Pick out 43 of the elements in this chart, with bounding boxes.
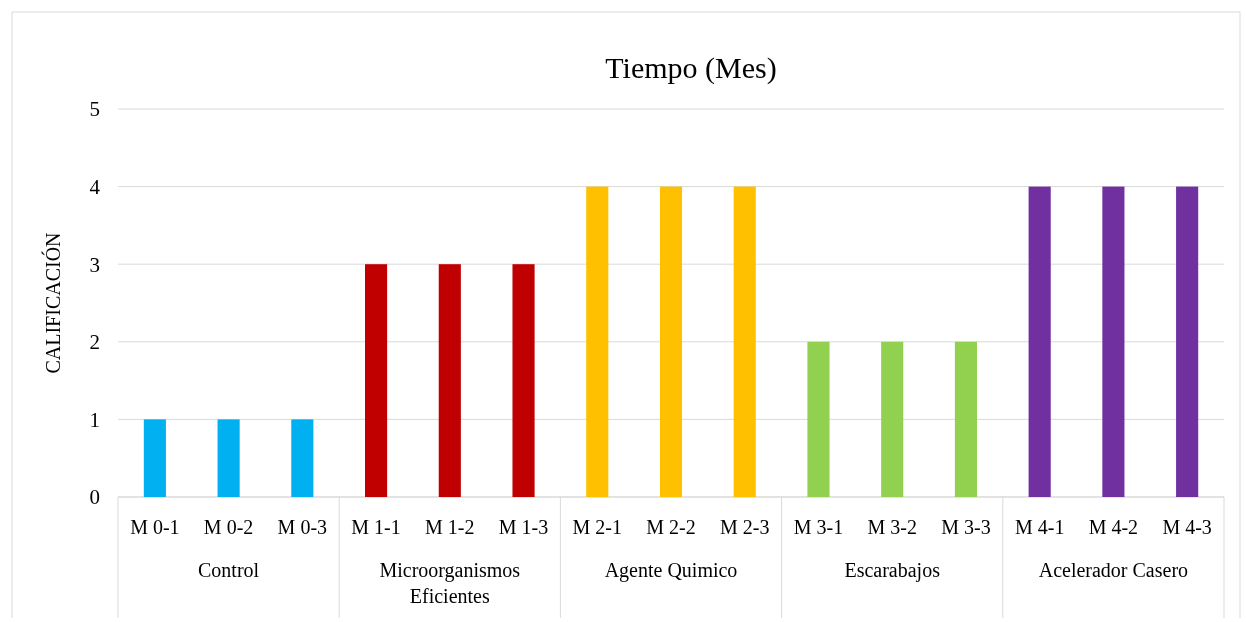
x-tick-label: M 2-3 xyxy=(720,516,770,538)
x-tick-label: M 3-1 xyxy=(793,516,844,538)
bar xyxy=(1102,186,1125,497)
bar xyxy=(881,341,904,497)
bar xyxy=(1028,186,1051,497)
x-tick-label: M 2-2 xyxy=(646,516,696,538)
text: Microorganismos Eficientes xyxy=(379,559,521,607)
text: Control xyxy=(198,559,260,581)
bar xyxy=(291,419,314,497)
bar xyxy=(143,419,166,497)
bar xyxy=(365,264,388,497)
text: Acelerador Casero xyxy=(1038,559,1189,581)
x-tick-label: M 1-3 xyxy=(498,516,549,538)
text: Agente Quimico xyxy=(604,559,738,582)
text: Escarabajos xyxy=(844,559,941,582)
x-tick-label: M 3-2 xyxy=(867,516,917,538)
x-tick-label: M 1-1 xyxy=(351,516,401,538)
bar xyxy=(807,341,830,497)
y-tick-label: 4 xyxy=(89,174,101,199)
bar xyxy=(659,186,683,497)
x-tick-label: M 0-2 xyxy=(203,516,254,538)
x-tick-label: M 0-3 xyxy=(277,516,328,538)
x-tick-label: M 4-1 xyxy=(1014,516,1065,538)
x-tick-label: M 4-3 xyxy=(1162,516,1212,538)
y-tick-label: 3 xyxy=(89,252,100,277)
y-tick-label: 0 xyxy=(89,485,100,510)
bar xyxy=(438,264,461,497)
bar xyxy=(512,264,535,497)
x-tick-label: M 4-2 xyxy=(1088,516,1139,538)
bar xyxy=(217,419,240,497)
bar xyxy=(733,186,756,497)
x-tick-label: M 0-1 xyxy=(130,516,180,538)
x-tick-label: M 2-1 xyxy=(572,516,622,538)
y-tick-label: 1 xyxy=(89,407,100,432)
x-tick-label: M 3-3 xyxy=(941,516,991,538)
x-tick-label: M 1-2 xyxy=(425,516,475,538)
y-tick-label: 2 xyxy=(89,330,100,355)
bar xyxy=(954,341,977,497)
chart-title: Tiempo (Mes) xyxy=(605,51,777,85)
y-axis-title: CALIFICACIÓN xyxy=(41,232,64,374)
bar xyxy=(1176,186,1199,497)
y-tick-label: 5 xyxy=(89,97,100,122)
bar xyxy=(586,186,609,497)
